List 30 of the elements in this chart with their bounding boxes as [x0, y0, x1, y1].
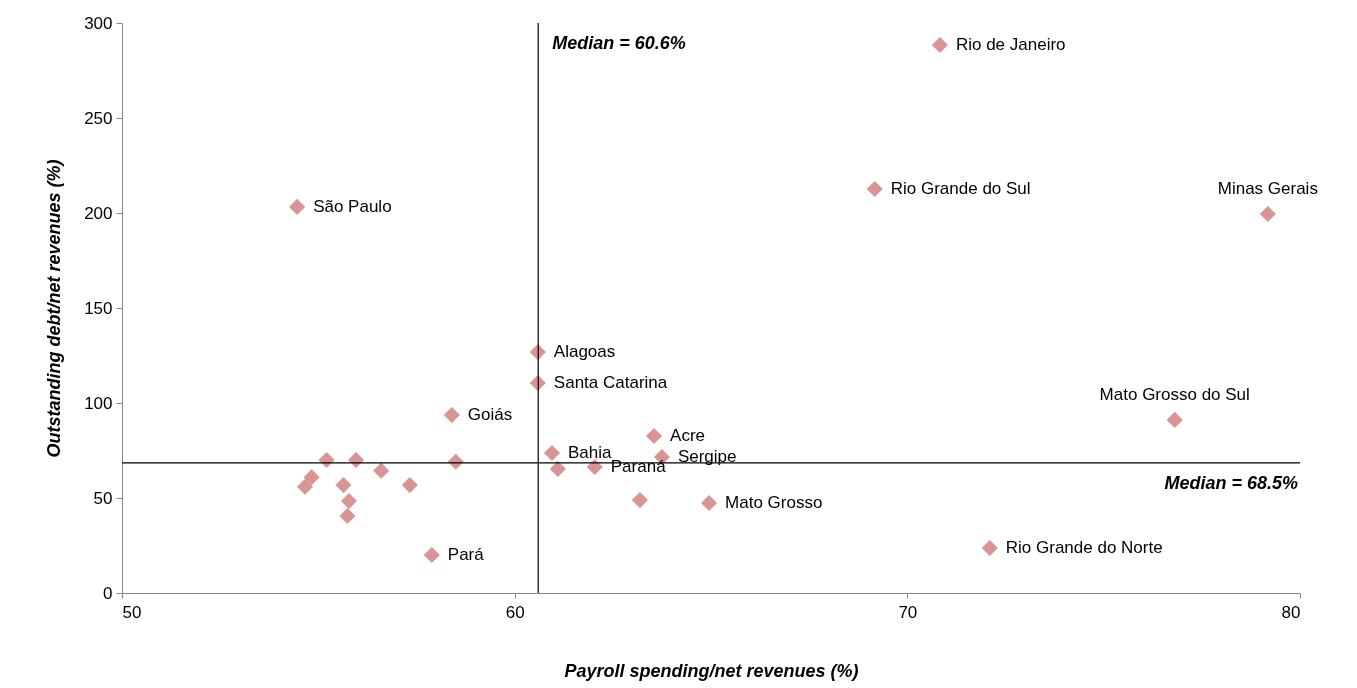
- x-tick-label: 80: [1281, 602, 1301, 622]
- annotation: Rio de Janeiro: [955, 35, 1066, 55]
- annotation: Minas Gerais: [1217, 178, 1318, 198]
- annotation: Mato Grosso do Sul: [1099, 384, 1250, 404]
- x-tick-label: 50: [122, 602, 142, 622]
- annotation: Bahia: [567, 442, 612, 462]
- annotation: Goiás: [467, 404, 513, 424]
- x-tick-label: 60: [505, 602, 525, 622]
- annotation: Santa Catarina: [553, 373, 668, 393]
- annotation: Rio Grande do Norte: [1005, 537, 1163, 557]
- x-tick-label: 70: [898, 602, 918, 622]
- y-tick-label: 300: [84, 13, 113, 33]
- y-axis-title: Outstanding debt/net revenues (%): [44, 159, 65, 458]
- x-axis-title: Payroll spending/net revenues (%): [564, 660, 859, 681]
- annotation: Rio Grande do Sul: [890, 179, 1031, 199]
- annotation: Acre: [670, 426, 706, 446]
- annotation: Pará: [447, 545, 485, 564]
- y-tick-label: 200: [84, 203, 113, 223]
- y-tick-label: 150: [84, 298, 113, 318]
- annotation: Paraná: [610, 457, 667, 477]
- y-tick-label: 50: [93, 488, 113, 508]
- annotation: São Paulo: [313, 196, 392, 216]
- annotation: Sergipe: [677, 446, 737, 466]
- ref-line-label: Median = 60.6%: [552, 33, 686, 53]
- y-tick-label: 0: [103, 583, 113, 603]
- y-tick-label: 100: [84, 393, 113, 413]
- ref-line-label: Median = 68.5%: [1164, 472, 1298, 493]
- annotation: Alagoas: [553, 342, 616, 362]
- y-tick-label: 250: [84, 108, 113, 128]
- annotation: Mato Grosso: [725, 492, 823, 512]
